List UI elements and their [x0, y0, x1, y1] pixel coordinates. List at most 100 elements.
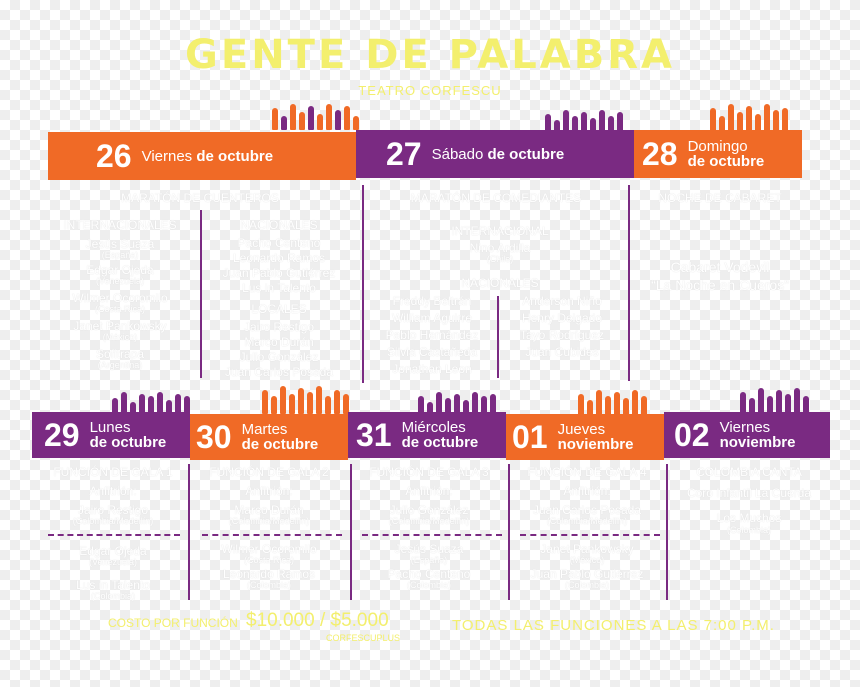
performer-name: Janet Pankowsky — [540, 542, 634, 556]
weekday: Domingo — [687, 138, 748, 155]
performer-country: (Colombia) — [246, 580, 291, 590]
event-title: Cabaret Vodevil — [670, 259, 770, 275]
price: $10.000 / $5.000 — [246, 610, 389, 631]
performer-country: (México) — [569, 555, 605, 565]
banner-30: 30 Martes de octubre — [190, 414, 348, 460]
poster-subtitle: TEATRO CORFESCU — [358, 83, 502, 98]
performer-country: (Costa Rica) — [243, 555, 294, 565]
performer-name: Pablo Hernández — [385, 328, 479, 342]
performer-country: (México) — [102, 332, 138, 342]
internacional-label: INTERNACIONAL — [451, 224, 549, 238]
weekday: Viernes — [719, 419, 771, 436]
divider — [362, 185, 364, 383]
performer-name: Juan Carlos Posada — [224, 365, 334, 379]
host-label: Anfitrión: — [89, 484, 137, 498]
day-number: 30 — [196, 418, 232, 455]
banner-27: 27 Sábado de octubre — [356, 130, 634, 178]
performer-name: Silvia Castañeda — [386, 345, 478, 359]
month: noviembre — [719, 434, 796, 451]
performer-name: Jairo Restigo — [77, 503, 149, 517]
weekday: Lunes — [89, 419, 131, 436]
dashed-divider — [202, 534, 342, 536]
performer-country: (Venezuela) — [88, 557, 138, 567]
divider — [508, 464, 510, 600]
hands-silhouette-icon — [262, 384, 349, 414]
performer-name: Juan Cubides — [525, 345, 599, 359]
day-number: 29 — [44, 416, 80, 453]
performer-name: William Aguirre — [391, 311, 472, 325]
month: de octubre — [487, 145, 565, 163]
divider — [628, 185, 630, 381]
performer-name: Jesús Suaza — [394, 542, 464, 556]
day01-header: FUNCIÓN DE GALA 4 — [527, 465, 647, 479]
performer-name: Edgar Ojeda — [86, 263, 154, 277]
event-subtitle: “La Noche en Cueros” — [651, 277, 789, 293]
divider — [200, 210, 202, 378]
weekday: Miércoles — [401, 419, 466, 436]
performer-name: Jesús Suaza — [85, 237, 155, 251]
month: de octubre — [401, 434, 479, 451]
month: noviembre — [557, 436, 634, 453]
divider — [666, 464, 668, 600]
performer-name: Lus in Talento — [242, 281, 316, 295]
performer-name: Juan Carlos Posada — [532, 503, 642, 517]
weekday: Jueves — [557, 421, 606, 438]
performer-name: Janet Pankowsky — [73, 319, 167, 333]
performer-name: Freddy Beltrán — [392, 294, 472, 308]
host-label: Anfitrión: — [563, 484, 611, 498]
divider — [350, 464, 352, 600]
performer-name: Pacho Centeno — [387, 567, 471, 581]
performer-name: Coro Infantil La Cuerda — [686, 486, 812, 500]
hands-silhouette-icon — [272, 102, 359, 130]
weekday: Martes — [241, 421, 288, 438]
performer-country: (Colombia/Medellín) — [388, 516, 470, 526]
divider — [188, 464, 190, 600]
cost-note: CORFESCUPLUS — [326, 633, 401, 643]
performer-name: Leonardo Ramos — [222, 567, 316, 581]
performer-name: Wilmer Ocoromilo — [72, 291, 168, 305]
day30-header: FUNCIÓN DE GALA 2 — [209, 465, 329, 479]
nacionales-label: NACIONALES — [240, 218, 318, 232]
banner-31: 31 Miércoles de octubre — [348, 412, 506, 458]
show-times: TODAS LAS FUNCIONES A LAS 7:00 P.M. — [452, 617, 775, 634]
performer-country: (Costa Rica) — [94, 304, 145, 314]
performer-name: Julio González — [389, 503, 469, 517]
performer-name: Juan Pablo Gutiérrez — [530, 567, 644, 581]
performer-country: (Colombia) — [90, 591, 135, 601]
banner-28: 28 Domingo de octubre — [634, 130, 802, 178]
day02-header: COLOMBIA CANTA — [696, 465, 802, 479]
performer-country: (Colombia/Medellín) — [546, 516, 628, 526]
hands-silhouette-icon — [740, 386, 809, 416]
weekday: Sábado — [431, 145, 484, 163]
day26-header: MARATÓN DE CUENTEROS — [121, 191, 279, 205]
performer-country: (España) — [101, 250, 139, 260]
performer-name: Tayo Rodríguez — [519, 328, 605, 342]
month: de octubre — [89, 434, 167, 451]
banner-29: 29 Lunes de octubre — [32, 412, 190, 458]
performer-name: Los Muchos — [716, 511, 782, 525]
banner-26: 26 Viernes de octubre — [48, 132, 356, 180]
day31-header: FUNCIÓN DE GALA 3 — [369, 465, 489, 479]
banner-01: 01 Jueves noviembre — [506, 414, 664, 460]
nacionales-label: NACIONALES — [461, 276, 539, 290]
dashed-divider — [48, 534, 180, 536]
host-label: Anfitrión: — [405, 484, 453, 498]
day-number: 01 — [512, 418, 548, 455]
performer-name: Anderson Niño — [522, 294, 602, 308]
performer-name: Lus in Talento — [76, 578, 150, 592]
cost-label: COSTO POR FUNCIÓN — [108, 616, 238, 630]
performer-name: Edgar Ojeda — [79, 544, 147, 558]
divider — [497, 296, 499, 378]
performer-name: Marco Durán — [234, 503, 304, 517]
day-number: 02 — [674, 416, 710, 453]
performer-country: (Colombia/Medellín) — [228, 516, 310, 526]
day-number: 27 — [386, 135, 422, 172]
dashed-divider — [362, 534, 502, 536]
performer-country: (Colombia/Medellín) — [72, 516, 154, 526]
performer-name: Julio González — [239, 350, 319, 364]
hands-silhouette-icon — [545, 108, 623, 134]
day-number: 26 — [96, 137, 132, 174]
day27-header: MARATÓN DE COMEDIANTES — [410, 191, 582, 205]
day-number: 28 — [642, 135, 678, 172]
